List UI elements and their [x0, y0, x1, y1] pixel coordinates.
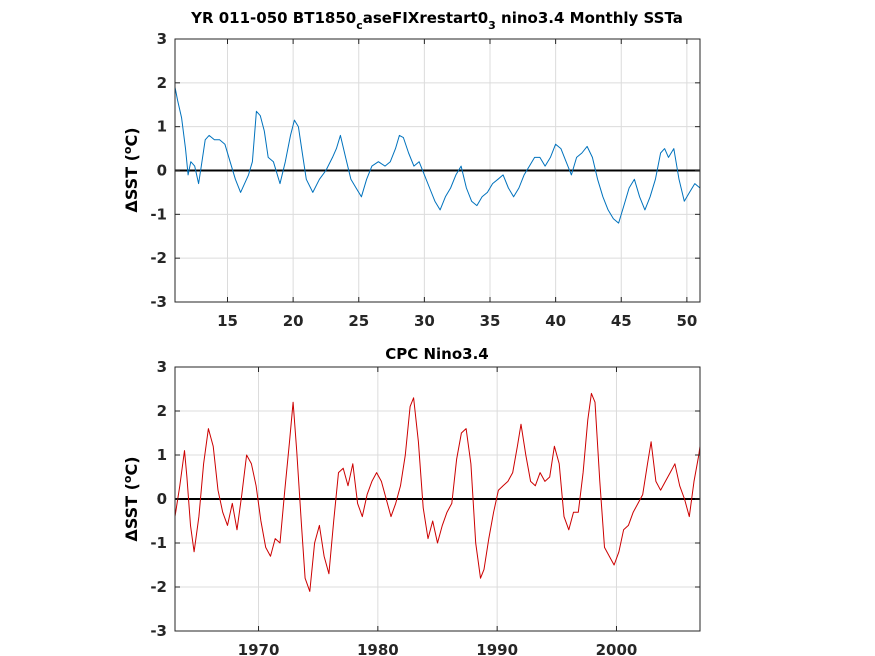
panel2-series	[174, 392, 701, 592]
x-tick-label: 35	[480, 312, 501, 330]
x-tick-label: 30	[414, 312, 435, 330]
panel1-series	[174, 87, 701, 224]
panel1-ylabel: ΔSST (oC)	[121, 127, 141, 212]
x-tick-label: 15	[217, 312, 238, 330]
series-line	[174, 87, 701, 224]
panel2-ylabel: ΔSST (oC)	[121, 456, 141, 541]
y-tick-label: -2	[150, 249, 167, 267]
y-tick-label: -1	[150, 205, 167, 223]
y-tick-label: 1	[157, 446, 167, 464]
x-tick-label: 40	[545, 312, 566, 330]
panel2-ticks: 1970 1980 1990 2000 -3 -2 -1 0 1 2 3	[150, 358, 700, 656]
y-tick-label: 1	[157, 118, 167, 136]
y-tick-label: 2	[157, 74, 167, 92]
x-tick-label: 2000	[596, 641, 638, 656]
panel2-title: CPC Nino3.4	[385, 345, 488, 363]
series-line	[174, 392, 701, 592]
y-tick-label: 3	[157, 358, 167, 376]
y-tick-label: -3	[150, 293, 167, 311]
y-tick-label: -1	[150, 534, 167, 552]
panel-model-sst: YR 011-050 BT1850caseFIXrestart03 nino3.…	[121, 9, 701, 330]
x-tick-label: 25	[348, 312, 369, 330]
y-tick-label: 0	[157, 490, 167, 508]
y-tick-label: 0	[157, 162, 167, 180]
x-tick-label: 20	[283, 312, 304, 330]
x-tick-label: 1990	[476, 641, 518, 656]
x-tick-label: 50	[676, 312, 697, 330]
panel-cpc-nino34: CPC Nino3.4 1970 1980 1990 2000 -3 -2 -1 0 1 2 3 Δ…	[121, 345, 701, 656]
panel1-title: YR 011-050 BT1850caseFIXrestart03 nino3.…	[190, 9, 683, 32]
x-tick-label: 1980	[357, 641, 399, 656]
y-tick-label: -3	[150, 622, 167, 640]
x-tick-label: 45	[611, 312, 632, 330]
x-tick-label: 1970	[238, 641, 280, 656]
y-tick-label: 2	[157, 402, 167, 420]
panel1-ticks: 15 20 25 30 35 40 45 50 -3 -2 -1 0 1 2 3	[150, 30, 700, 330]
y-tick-label: 3	[157, 30, 167, 48]
y-tick-label: -2	[150, 578, 167, 596]
